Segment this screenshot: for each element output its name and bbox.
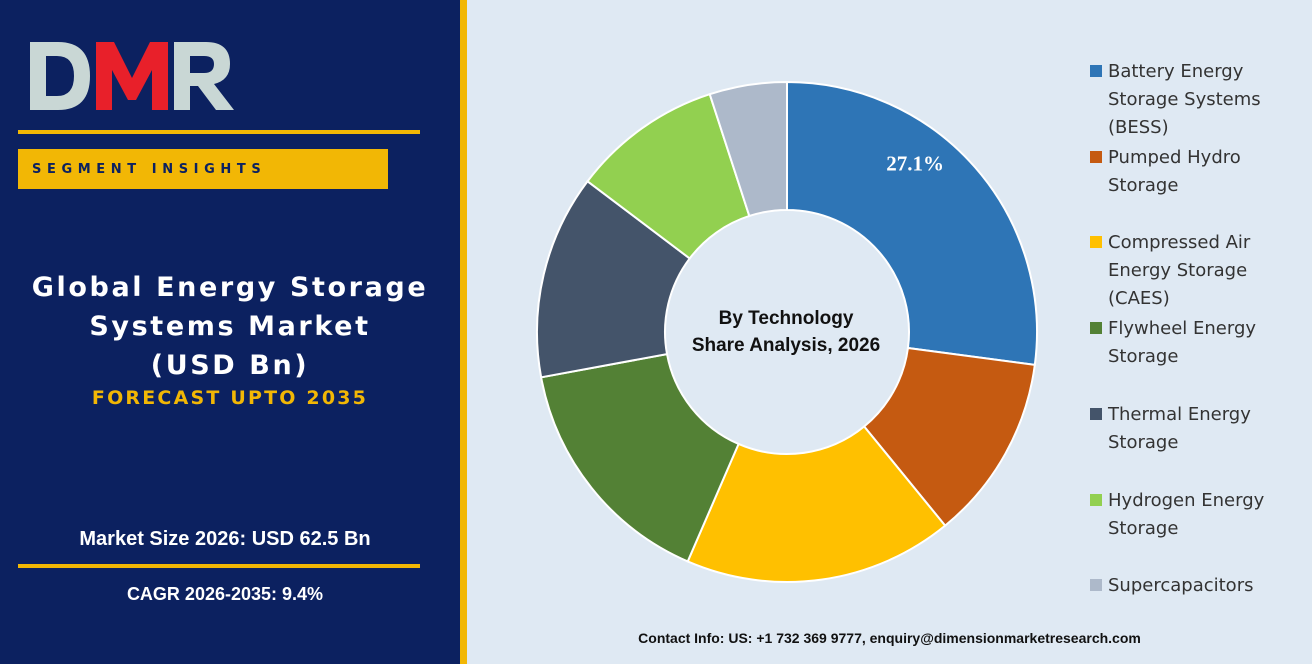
header-rule [18, 130, 420, 134]
donut-slice-1 [862, 346, 1036, 528]
legend-swatch [1090, 579, 1102, 591]
forecast-label: FORECAST UPTO 2035 [91, 387, 369, 409]
legend-label: Supercapacitors [1108, 575, 1254, 596]
legend-swatch [1090, 65, 1102, 77]
segment-insights-label: SEGMENT INSIGHTS [32, 161, 267, 177]
dmr-logo [30, 42, 234, 110]
legend-swatch [1090, 236, 1102, 248]
donut-slice-3 [539, 352, 740, 563]
donut-slice-0 [786, 80, 1038, 367]
legend-swatch [1090, 408, 1102, 420]
contact-info: Contact Info: US: +1 732 369 9777, enqui… [638, 630, 1141, 646]
segment-insights-banner: SEGMENT INSIGHTS [18, 149, 388, 189]
legend-label: Pumped Hydro Storage [1108, 147, 1241, 196]
dmr-logo-mark [30, 42, 234, 110]
donut-chart: 27.1% By Technology Share Analysis, 2026 [536, 80, 1038, 583]
donut-slice-2 [686, 425, 947, 583]
slice-data-label-0: 27.1% [886, 152, 944, 176]
cagr-stat: CAGR 2026-2035: 9.4% [126, 584, 324, 604]
legend-swatch [1090, 322, 1102, 334]
legend-label: Thermal Energy Storage [1108, 404, 1251, 453]
market-size-stat: Market Size 2026: USD 62.5 Bn [79, 528, 371, 550]
legend-label: Compressed Air Energy Storage (CAES) [1108, 232, 1251, 309]
center-label-line-1: Share Analysis, 2026 [692, 335, 880, 356]
donut-slice-6 [708, 80, 788, 218]
legend-label: Hydrogen Energy Storage [1108, 490, 1265, 539]
center-label-line-0: By Technology [719, 308, 854, 329]
panel-divider [460, 0, 467, 664]
legend-label: Flywheel Energy Storage [1108, 318, 1257, 367]
left-panel [0, 0, 460, 664]
title-line-3: (USD Bn) [150, 350, 310, 381]
report-title: Global Energy Storage Systems Market (US… [0, 268, 460, 385]
stats-rule [18, 564, 420, 568]
title-line-1: Global Energy Storage [31, 272, 429, 303]
legend-label: Battery Energy Storage Systems (BESS) [1108, 61, 1261, 138]
title-line-2: Systems Market [89, 311, 371, 342]
legend-swatch [1090, 151, 1102, 163]
legend-swatch [1090, 494, 1102, 506]
